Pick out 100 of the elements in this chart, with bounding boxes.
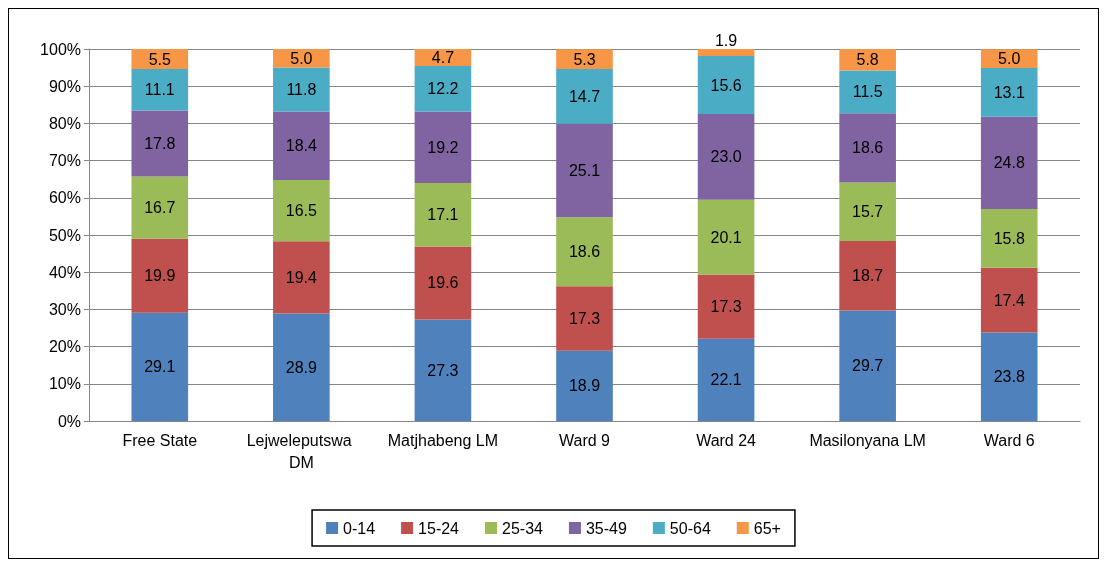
data-label: 5.5 [148, 50, 171, 68]
bar [980, 208, 1038, 268]
data-label: 19.4 [285, 268, 318, 286]
y-tick-label: 80% [48, 114, 81, 132]
bar [697, 114, 755, 200]
legend-label: 50-64 [669, 519, 711, 537]
data-label: 29.1 [144, 358, 176, 376]
data-label: 28.9 [285, 358, 318, 376]
y-tick-label: 20% [48, 338, 81, 356]
legend-label: 25-34 [502, 519, 544, 537]
data-label: 23.8 [993, 368, 1025, 386]
data-label: 12.2 [427, 80, 459, 98]
bar [839, 182, 896, 241]
data-label: 16.5 [285, 202, 318, 220]
bar [839, 240, 896, 311]
bar [556, 217, 613, 287]
bar [980, 67, 1038, 117]
x-tick-label: Ward 24 [696, 431, 757, 449]
data-label: 17.4 [993, 291, 1025, 309]
bar [273, 67, 330, 112]
data-label: 19.9 [144, 267, 176, 285]
bar [131, 312, 189, 421]
y-tick-label: 50% [48, 226, 81, 244]
data-label: 13.1 [993, 83, 1025, 101]
y-tick-label: 10% [48, 375, 81, 393]
bar [414, 111, 472, 183]
bar [556, 69, 613, 124]
data-label: 17.1 [427, 206, 459, 224]
data-label: 17.3 [568, 310, 601, 328]
data-label: 19.2 [427, 138, 459, 156]
data-label: 15.6 [710, 76, 742, 94]
data-label: 18.9 [568, 377, 601, 395]
bar [697, 49, 755, 57]
bar [414, 66, 472, 112]
bar [980, 49, 1038, 68]
data-label: 24.8 [993, 154, 1025, 172]
bar [556, 123, 613, 218]
data-label: 16.7 [144, 199, 176, 217]
data-label: 18.4 [285, 137, 318, 155]
data-label: 25.1 [568, 161, 601, 179]
y-tick-label: 100% [40, 40, 81, 58]
bar [273, 179, 330, 242]
bar [273, 313, 330, 421]
data-label: 18.7 [852, 267, 884, 285]
data-label: 5.0 [998, 50, 1021, 68]
x-tick-label: Lejweleputswa DM [246, 431, 357, 471]
bar [980, 116, 1038, 209]
data-label: 4.7 [431, 49, 455, 67]
bar [980, 332, 1038, 421]
bar [273, 241, 330, 314]
data-label: 17.8 [144, 134, 176, 152]
data-label: 11.1 [144, 81, 175, 99]
data-label: 17.3 [710, 298, 742, 316]
data-label: 11.5 [852, 83, 883, 101]
legend-label: 35-49 [585, 519, 627, 537]
bar [131, 176, 189, 239]
bar [839, 113, 896, 183]
bar [697, 338, 755, 421]
legend-label: 0-14 [343, 519, 376, 537]
legend-label: 65+ [753, 519, 781, 537]
data-label: 23.0 [710, 148, 742, 166]
data-label: 19.6 [427, 274, 459, 292]
y-tick-label: 60% [48, 189, 81, 207]
bar [273, 111, 330, 180]
bar [556, 286, 613, 351]
x-tick-label: Matjhabeng LM [387, 431, 499, 449]
y-tick-label: 40% [48, 263, 81, 281]
bar [414, 182, 472, 247]
data-label: 1.9 [714, 31, 738, 49]
x-tick-label: Free State [122, 431, 198, 449]
x-tick-label: Ward 9 [559, 431, 611, 449]
data-label: 15.7 [852, 203, 884, 221]
bar [839, 310, 896, 421]
bar [414, 246, 472, 320]
y-tick-label: 70% [48, 152, 81, 170]
bar [980, 267, 1038, 333]
x-tick-label: Ward 6 [983, 431, 1035, 449]
y-tick-label: 30% [48, 300, 81, 318]
bar [839, 49, 896, 71]
bar [273, 49, 330, 68]
bar [697, 199, 755, 275]
data-label: 5.0 [290, 49, 313, 67]
data-label: 5.8 [856, 51, 879, 69]
data-label: 18.6 [568, 243, 601, 261]
y-tick-label: 0% [57, 412, 81, 430]
data-label: 27.3 [427, 361, 459, 379]
data-label: 11.8 [286, 81, 317, 99]
data-label: 29.7 [852, 357, 884, 375]
legend-label: 15-24 [418, 519, 460, 537]
y-tick-label: 90% [48, 77, 81, 95]
data-label: 20.1 [710, 228, 742, 246]
bar [556, 49, 613, 70]
bar [131, 69, 189, 111]
bar [556, 350, 613, 421]
bar [131, 110, 189, 177]
data-label: 14.7 [568, 87, 601, 105]
data-label: 15.8 [993, 229, 1025, 247]
data-label: 22.1 [710, 371, 742, 389]
data-label: 18.6 [852, 139, 884, 157]
bar [697, 56, 755, 115]
